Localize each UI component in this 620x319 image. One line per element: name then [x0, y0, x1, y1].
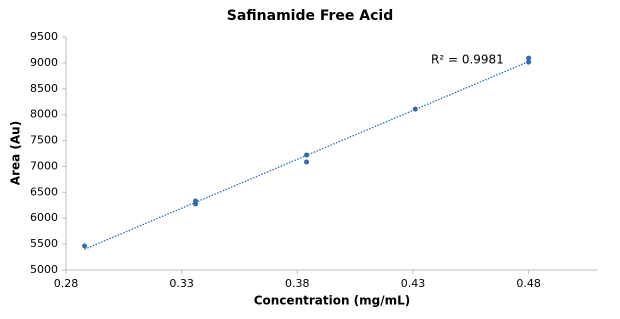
y-tick-label: 6500: [30, 185, 58, 198]
point: [82, 243, 88, 249]
point: [304, 159, 310, 165]
y-tick-label: 8500: [30, 82, 58, 95]
x-tick-label: 0.38: [285, 277, 310, 290]
x-tick-label: 0.33: [169, 277, 194, 290]
y-axis-title: Area (Au): [9, 121, 23, 185]
x-tick-label: 0.28: [54, 277, 79, 290]
point: [526, 59, 532, 65]
y-tick-label: 8000: [30, 108, 58, 121]
chart-title: Safinamide Free Acid: [227, 8, 394, 24]
point: [526, 55, 532, 61]
x-axis-title: Concentration (mg/mL): [254, 294, 411, 308]
y-tick-label: 9000: [30, 56, 58, 69]
point: [193, 201, 199, 207]
point: [412, 106, 418, 112]
y-tick-label: 5500: [30, 237, 58, 250]
point: [304, 152, 310, 158]
x-tick-label: 0.43: [401, 277, 426, 290]
y-tick-label: 9500: [30, 30, 58, 43]
y-tick-label: 6000: [30, 211, 58, 224]
y-tick-label: 7500: [30, 134, 58, 147]
r-squared: R² = 0.9981: [431, 53, 504, 67]
x-tick-label: 0.48: [516, 277, 541, 290]
y-tick-label: 5000: [30, 263, 58, 276]
y-tick-label: 7000: [30, 159, 58, 172]
